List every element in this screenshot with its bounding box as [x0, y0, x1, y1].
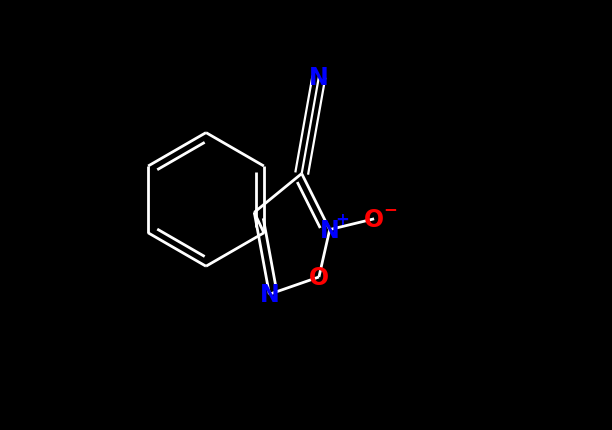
Text: O: O: [364, 207, 384, 231]
Text: N: N: [309, 65, 329, 89]
Text: N: N: [259, 283, 279, 307]
Text: O: O: [309, 265, 329, 289]
Text: −: −: [384, 200, 397, 218]
Text: N: N: [320, 218, 340, 242]
Text: +: +: [336, 210, 349, 228]
